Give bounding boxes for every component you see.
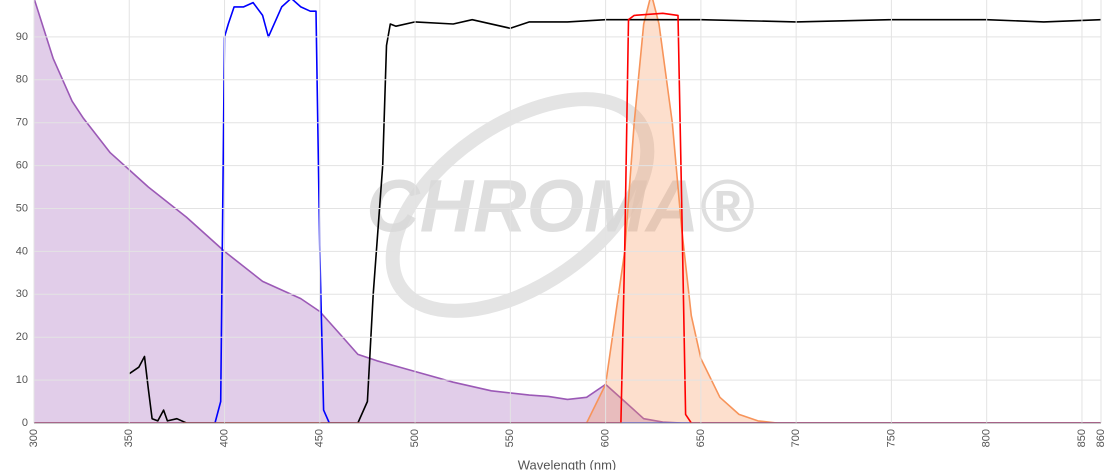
y-tick-label: 30 bbox=[16, 288, 28, 300]
y-tick-label: 90 bbox=[16, 31, 28, 43]
area-fill bbox=[586, 0, 778, 423]
y-tick-label: 70 bbox=[16, 117, 28, 129]
x-axis-label: Wavelength (nm) bbox=[518, 457, 617, 470]
watermark: CHROMA® bbox=[366, 92, 754, 318]
y-tick-label: 40 bbox=[16, 245, 28, 257]
x-tick-label: 550 bbox=[504, 429, 516, 447]
series-line bbox=[128, 18, 1101, 423]
series-line bbox=[34, 12, 1101, 423]
x-tick-label: 750 bbox=[885, 429, 897, 447]
x-tick-label: 500 bbox=[409, 429, 421, 447]
x-tick-label: 860 bbox=[1095, 429, 1107, 447]
y-tick-label: 10 bbox=[16, 374, 28, 386]
watermark-swoosh bbox=[385, 92, 655, 318]
y-tick-label: 20 bbox=[16, 331, 28, 343]
x-tick-label: 450 bbox=[314, 429, 326, 447]
x-tick-label: 650 bbox=[695, 429, 707, 447]
x-tick-label: 850 bbox=[1076, 429, 1088, 447]
series-line bbox=[34, 0, 1101, 423]
watermark-text: CHROMA® bbox=[366, 165, 754, 248]
y-tick-label: 80 bbox=[16, 74, 28, 86]
x-tick-label: 700 bbox=[790, 429, 802, 447]
area-fill bbox=[34, 0, 1101, 423]
y-tick-label: 50 bbox=[16, 202, 28, 214]
x-tick-label: 600 bbox=[600, 429, 612, 447]
x-tick-label: 300 bbox=[28, 429, 40, 447]
x-tick-label: 350 bbox=[123, 429, 135, 447]
x-tick-label: 800 bbox=[981, 429, 993, 447]
y-tick-label: 0 bbox=[22, 417, 28, 429]
y-tick-label: 60 bbox=[16, 160, 28, 172]
x-tick-label: 400 bbox=[218, 429, 230, 447]
